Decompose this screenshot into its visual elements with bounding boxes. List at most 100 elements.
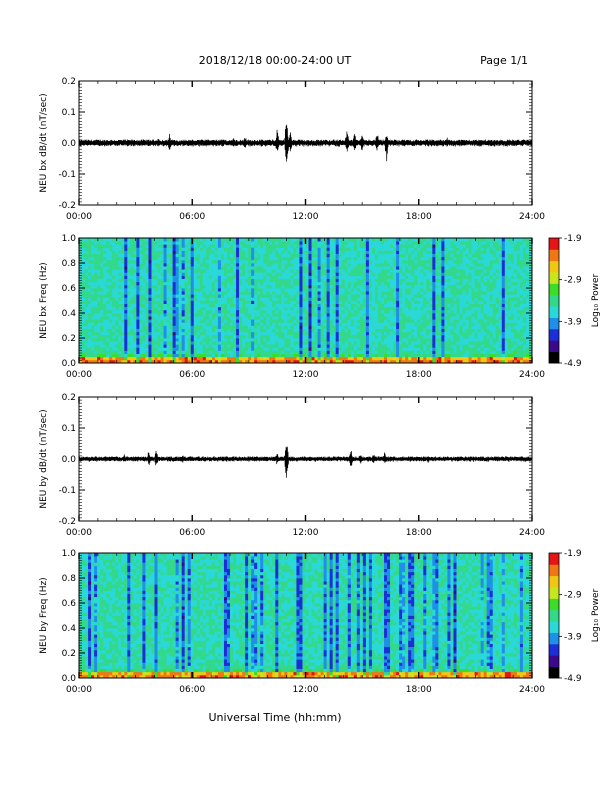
spectrogram-cell — [284, 322, 288, 326]
spectrogram-cell — [223, 256, 228, 261]
spectrogram-cell — [332, 259, 337, 264]
spectrogram-cell — [359, 353, 364, 358]
spectrogram-cell — [187, 241, 192, 245]
spectrogram-cell — [100, 294, 104, 298]
spectrogram-cell — [151, 281, 155, 286]
spectrogram-cell — [371, 338, 376, 342]
spectrogram-cell — [106, 288, 110, 292]
spectrogram-cell — [181, 259, 186, 264]
spectrogram-cell — [420, 334, 424, 339]
spectrogram-cell — [417, 266, 421, 270]
spectrogram-cell — [145, 334, 149, 339]
spectrogram-cell — [317, 334, 321, 339]
spectrogram-cell — [359, 256, 364, 261]
spectrogram-cell — [100, 313, 104, 317]
spectrogram-cell — [220, 316, 225, 320]
spectrogram-cell — [299, 256, 303, 261]
spectrogram-cell — [387, 297, 391, 301]
spectrogram-cell — [266, 244, 270, 248]
spectrogram-cell — [178, 350, 183, 354]
spectrogram-cell — [254, 253, 258, 258]
spectrogram-cell — [408, 269, 412, 273]
spectrogram-cell — [187, 356, 192, 361]
spectrogram-cell — [254, 244, 258, 248]
spectrogram-cell — [281, 306, 285, 311]
spectrogram-cell — [326, 288, 331, 292]
spectrogram-cell — [326, 291, 331, 295]
spectrogram-cell — [368, 244, 373, 248]
spectrogram-cell — [417, 247, 421, 251]
spectrogram-cell — [411, 247, 415, 251]
spectrogram-cell — [109, 294, 113, 298]
spectrogram-cell — [281, 322, 285, 326]
spectrogram-cell — [202, 306, 207, 311]
spectrogram-cell — [223, 325, 228, 329]
spectrogram-cell — [211, 256, 216, 261]
spectrogram-cell — [133, 275, 137, 279]
spectrogram-cell — [365, 338, 370, 342]
spectrogram-cell — [251, 353, 255, 358]
spectrogram-cell — [211, 294, 216, 298]
spectrogram-cell — [387, 344, 391, 348]
spectrogram-cell — [435, 322, 439, 326]
spectrogram-cell — [441, 238, 445, 242]
spectrogram-cell — [441, 322, 445, 326]
spectrogram-cell — [293, 356, 297, 361]
spectrogram-cell — [181, 266, 186, 270]
spectrogram-cell — [205, 294, 210, 298]
spectrogram-cell — [220, 250, 225, 254]
spectrogram-cell — [429, 269, 433, 273]
spectrogram-cell — [230, 297, 234, 301]
spectrogram-cell — [408, 244, 412, 248]
spectrogram-cell — [248, 297, 252, 301]
spectrogram-cell — [374, 284, 379, 289]
spectrogram-cell — [94, 347, 98, 351]
spectrogram-cell — [278, 266, 282, 270]
spectrogram-cell — [284, 325, 288, 329]
spectrogram-cell — [136, 284, 140, 289]
spectrogram-cell — [190, 306, 195, 311]
spectrogram-cell — [381, 266, 385, 270]
spectrogram-cell — [112, 338, 116, 342]
spectrogram-cell — [214, 294, 219, 298]
spectrogram-cell — [377, 303, 382, 308]
spectrogram-cell — [100, 347, 104, 351]
spectrogram-cell — [124, 256, 128, 261]
spectrogram-cell — [290, 344, 294, 348]
spectrogram-cell — [377, 256, 382, 261]
spectrogram-cell — [347, 269, 352, 273]
spectrogram-cell — [254, 250, 258, 254]
spectrogram-cell — [127, 328, 131, 333]
spectrogram-cell — [157, 259, 161, 264]
spectrogram-cell — [311, 253, 315, 258]
spectrogram-cell — [356, 241, 361, 245]
spectrogram-cell — [299, 313, 303, 317]
spectrogram-cell — [362, 272, 367, 276]
spectrogram-cell — [402, 241, 406, 245]
spectrogram-cell — [130, 331, 134, 336]
spectrogram-cell — [353, 241, 358, 245]
spectrogram-cell — [248, 288, 252, 292]
spectrogram-cell — [233, 266, 237, 270]
spectrogram-cell — [124, 272, 128, 276]
spectrogram-cell — [94, 247, 98, 251]
spectrogram-cell — [214, 253, 219, 258]
spectrogram-cell — [190, 334, 195, 339]
spectrogram-cell — [278, 294, 282, 298]
spectrogram-cell — [181, 331, 186, 336]
spectrogram-cell — [368, 319, 373, 323]
spectrogram-cell — [109, 309, 113, 314]
spectrogram-cell — [136, 259, 140, 264]
spectrogram-cell — [133, 359, 137, 364]
spectrogram-cell — [236, 259, 240, 264]
spectrogram-cell — [151, 353, 155, 358]
spectrogram-cell — [387, 353, 391, 358]
spectrogram-cell — [335, 303, 340, 308]
spectrogram-cell — [371, 328, 376, 333]
spectrogram-cell — [248, 266, 252, 270]
spectrogram-cell — [269, 241, 273, 245]
spectrogram-cell — [387, 288, 391, 292]
spectrogram-cell — [130, 297, 134, 301]
spectrogram-cell — [233, 325, 237, 329]
spectrogram-cell — [390, 266, 394, 270]
